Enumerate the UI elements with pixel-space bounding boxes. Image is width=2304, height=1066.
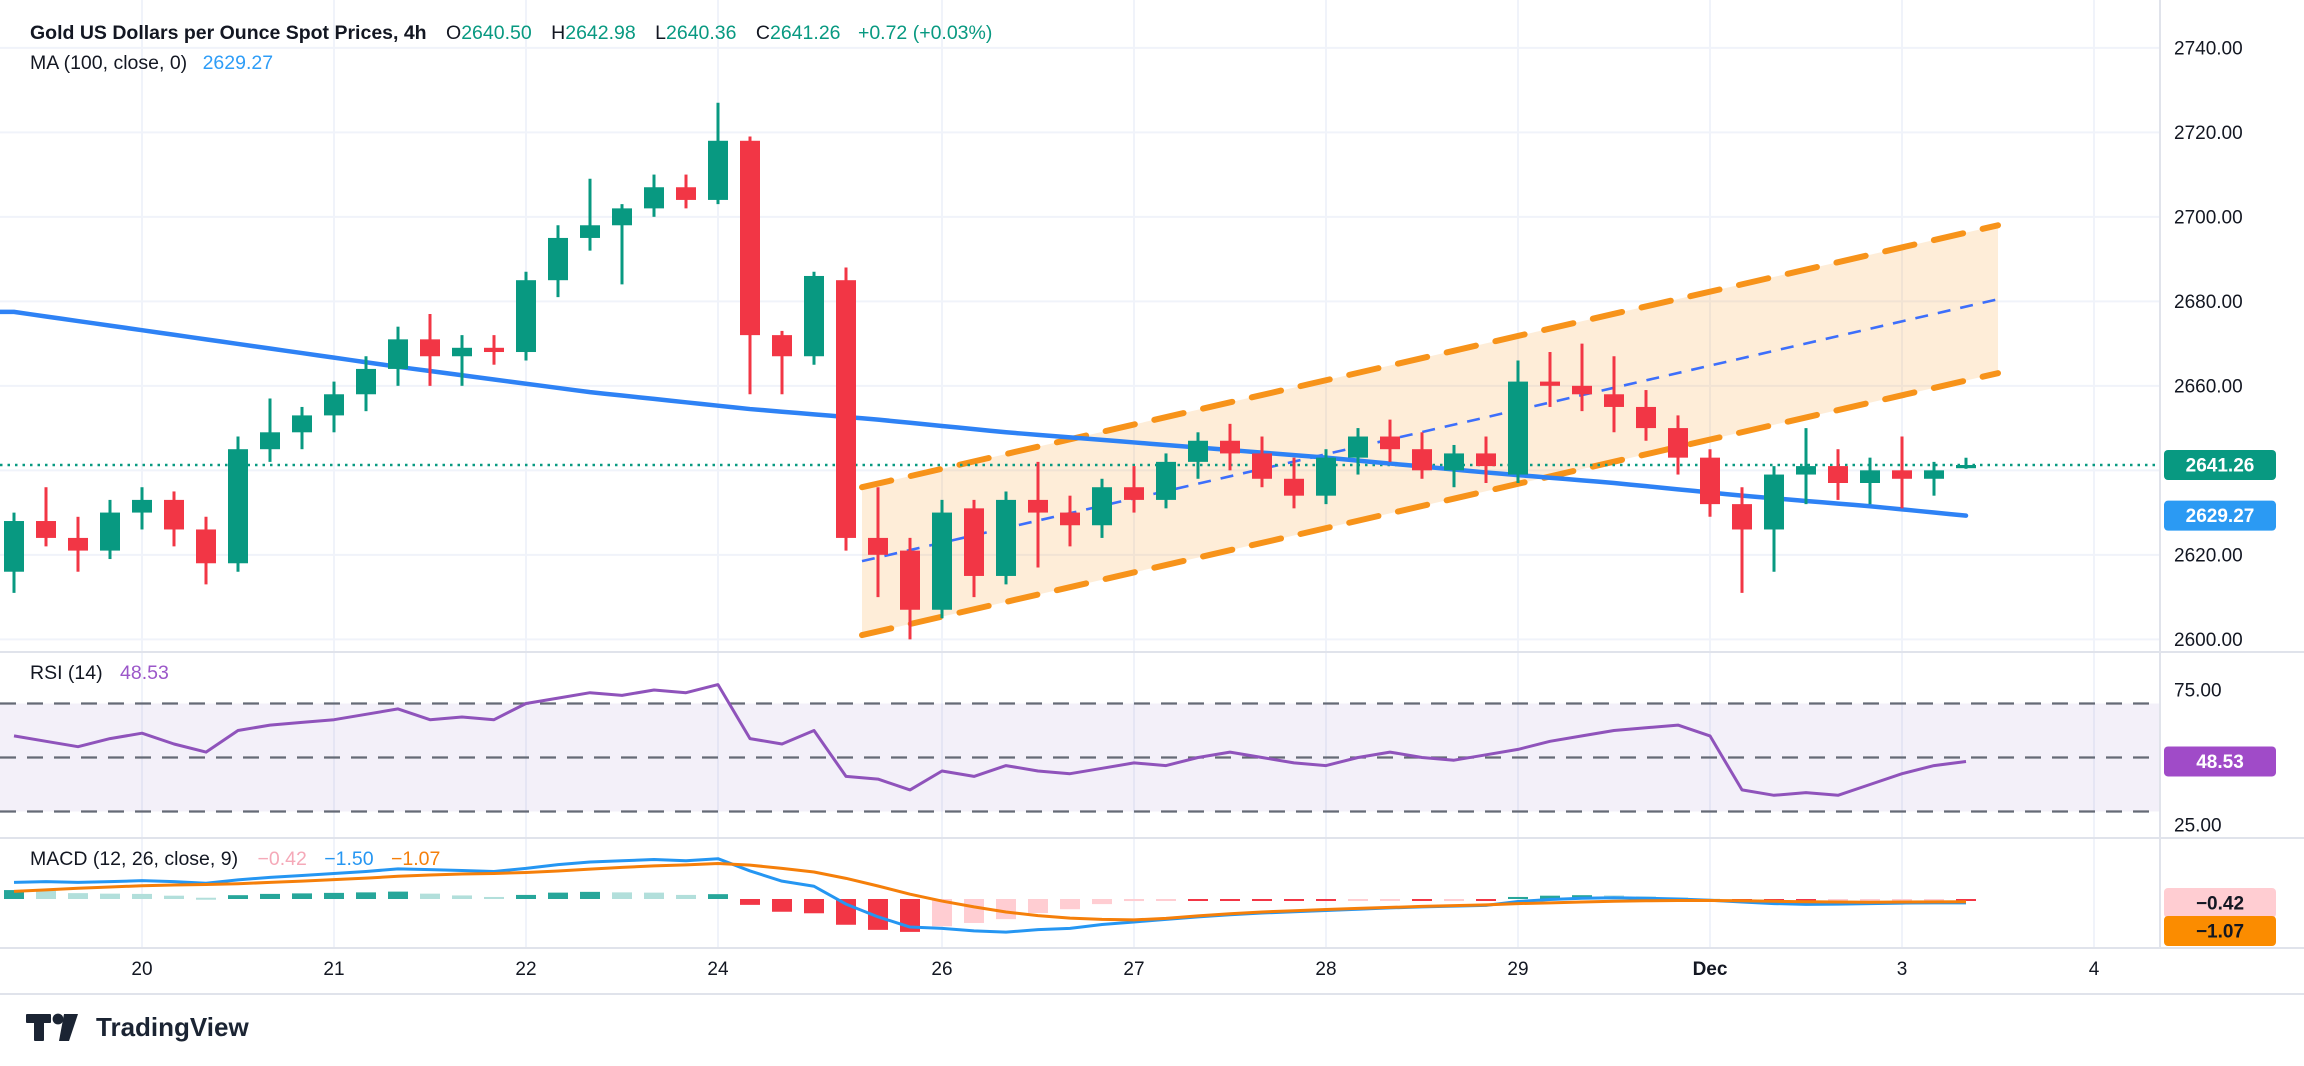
- axis-badge: 2629.27: [2164, 500, 2276, 531]
- ma-legend[interactable]: MA (100, close, 0) 2629.27: [30, 52, 273, 75]
- ma-label: MA (100, close, 0): [30, 52, 188, 74]
- high-label: H: [551, 22, 566, 44]
- high-value: 2642.98: [565, 22, 636, 44]
- rsi-value: 48.53: [120, 662, 169, 684]
- svg-text:25.00: 25.00: [2174, 816, 2222, 837]
- axis-badge: −0.42: [2164, 888, 2276, 918]
- macd-line-value: −1.50: [324, 848, 374, 870]
- ma-value: 2629.27: [202, 52, 274, 74]
- change-value: +0.72 (+0.03%): [857, 22, 993, 44]
- regression-channel: [859, 222, 2001, 639]
- svg-text:−1.07: −1.07: [2196, 922, 2244, 943]
- svg-text:24: 24: [707, 959, 729, 980]
- axis-badge: −1.07: [2164, 916, 2276, 946]
- tradingview-logo-icon: [26, 1013, 78, 1041]
- svg-text:2620.00: 2620.00: [2174, 545, 2243, 566]
- svg-text:2641.26: 2641.26: [2186, 456, 2255, 477]
- svg-text:2660.00: 2660.00: [2174, 376, 2243, 397]
- rsi-legend[interactable]: RSI (14) 48.53: [30, 662, 169, 685]
- svg-text:−0.42: −0.42: [2196, 894, 2244, 915]
- svg-text:4: 4: [2089, 959, 2100, 980]
- svg-text:2600.00: 2600.00: [2174, 630, 2243, 651]
- macd-legend[interactable]: MACD (12, 26, close, 9) −0.42 −1.50 −1.0…: [30, 848, 440, 871]
- svg-text:20: 20: [131, 959, 152, 980]
- rsi-pane: [0, 683, 2160, 813]
- tradingview-logo-text: TradingView: [96, 1012, 249, 1042]
- svg-text:26: 26: [931, 959, 952, 980]
- svg-text:22: 22: [515, 959, 536, 980]
- low-value: 2640.36: [666, 22, 737, 44]
- svg-text:29: 29: [1507, 959, 1528, 980]
- svg-text:75.00: 75.00: [2174, 681, 2222, 702]
- symbol-legend[interactable]: Gold US Dollars per Ounce Spot Prices, 4…: [30, 22, 992, 45]
- svg-text:Dec: Dec: [1693, 959, 1728, 980]
- axis-badge: 2641.26: [2164, 450, 2276, 480]
- rsi-label: RSI (14): [30, 662, 103, 684]
- open-label: O: [446, 22, 462, 44]
- candles: [4, 102, 1976, 640]
- svg-text:21: 21: [323, 959, 344, 980]
- svg-text:3: 3: [1897, 959, 1908, 980]
- macd-pane: [4, 857, 1976, 934]
- close-label: C: [755, 22, 771, 44]
- svg-text:2700.00: 2700.00: [2174, 207, 2243, 228]
- price-axis: 2740.00 2720.00 2700.00 2680.00 2660.00 2620.…: [2174, 38, 2243, 836]
- svg-text:28: 28: [1315, 959, 1336, 980]
- time-axis: 20 21 22 24 26 27 28 29 Dec 3 4: [131, 959, 2099, 980]
- tradingview-logo[interactable]: TradingView: [26, 1012, 249, 1043]
- ma100-line: [0, 309, 1969, 518]
- macd-signal-value: −1.07: [391, 848, 441, 870]
- close-value: 2641.26: [770, 22, 841, 44]
- svg-text:2720.00: 2720.00: [2174, 123, 2243, 144]
- svg-text:2740.00: 2740.00: [2174, 38, 2243, 59]
- svg-text:2629.27: 2629.27: [2186, 506, 2255, 527]
- symbol-title: Gold US Dollars per Ounce Spot Prices, 4…: [30, 22, 427, 44]
- macd-hist-value: −0.42: [257, 848, 307, 870]
- macd-label: MACD (12, 26, close, 9): [30, 848, 239, 870]
- svg-text:48.53: 48.53: [2196, 752, 2244, 773]
- svg-text:27: 27: [1123, 959, 1144, 980]
- open-value: 2640.50: [461, 22, 532, 44]
- low-label: L: [655, 22, 666, 44]
- svg-text:2680.00: 2680.00: [2174, 292, 2243, 313]
- axis-badge: 48.53: [2164, 746, 2276, 777]
